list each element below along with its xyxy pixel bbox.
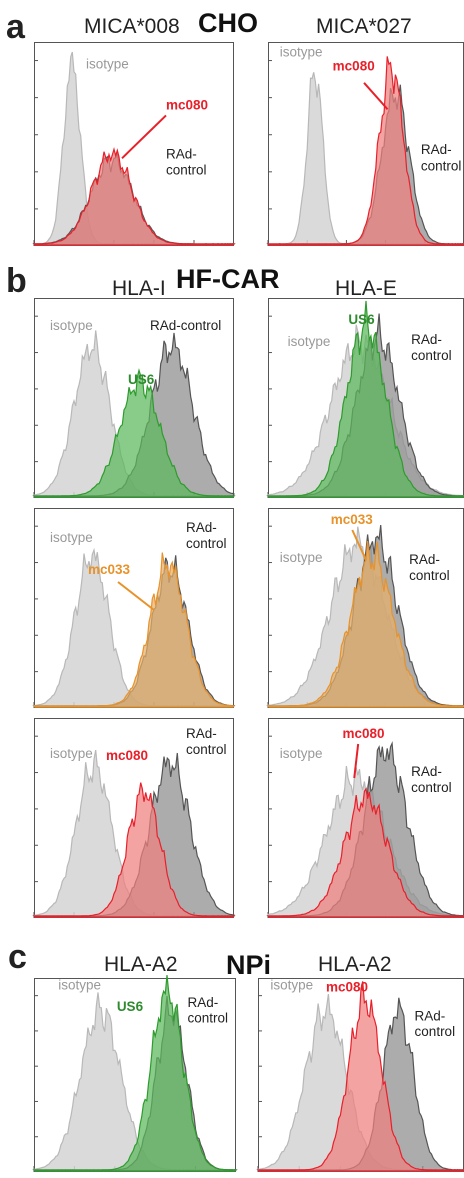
histogram-mc080 xyxy=(32,146,236,246)
series-label: control xyxy=(188,1011,229,1026)
series-label: mc080 xyxy=(333,59,375,74)
histogram-hla-i-us6: isotype RAd-control US6 xyxy=(32,298,236,498)
histogram-mc080 xyxy=(266,787,464,918)
leader-line xyxy=(117,581,155,611)
series-label: control xyxy=(409,568,450,583)
series-label: RAd- xyxy=(421,142,452,157)
series-label: RAd- xyxy=(188,995,219,1010)
series-label: RAd- xyxy=(409,552,440,567)
series-label: isotype xyxy=(50,318,93,333)
panel-letter-b: b xyxy=(6,262,27,300)
series-label: isotype xyxy=(270,978,313,993)
histogram-hla-e-mc080: isotype mc080 RAd-control xyxy=(266,718,464,918)
series-label: isotype xyxy=(58,978,101,993)
histogram-hla-i-mc080: isotype mc080 RAd-control xyxy=(32,718,236,918)
leader-line xyxy=(351,529,367,561)
histogram-mc080 xyxy=(266,56,464,246)
series-label: isotype xyxy=(280,746,323,761)
histogram-hla-e-us6: isotype US6 RAd-control xyxy=(266,298,464,498)
series-label: US6 xyxy=(348,312,375,327)
series-label: RAd- xyxy=(186,726,217,741)
series-label: US6 xyxy=(128,372,155,387)
series-label: isotype xyxy=(280,44,323,59)
series-label: RAd- xyxy=(415,1009,446,1024)
histogram-us6 xyxy=(266,300,464,498)
leader-line xyxy=(363,82,389,110)
histogram-mica-008: isotype mc080 RAd-control xyxy=(32,42,236,246)
histogram-hla-a2-us6: isotype US6 RAd-control xyxy=(32,974,238,1172)
series-label: mc080 xyxy=(326,980,368,995)
series-label: mc033 xyxy=(88,562,131,577)
series-label: isotype xyxy=(86,57,129,72)
series-label: isotype xyxy=(288,334,331,349)
column-title-hla-i: HLA-I xyxy=(112,277,166,300)
panel-letter-a: a xyxy=(6,8,25,46)
leader-line xyxy=(121,114,167,159)
column-title-mica-027: MICA*027 xyxy=(316,15,412,38)
column-title-hla-e: HLA-E xyxy=(335,277,397,300)
histogram-mc080 xyxy=(256,981,464,1172)
series-label: isotype xyxy=(50,530,93,545)
panel-letter-c: c xyxy=(8,938,27,976)
series-label: mc033 xyxy=(331,512,374,527)
histogram-us6 xyxy=(32,368,236,498)
section-title-npi: NPi xyxy=(226,950,272,980)
series-label: RAd- xyxy=(166,146,197,161)
histogram-mc033 xyxy=(32,552,236,708)
series-label: RAd-control xyxy=(150,318,221,333)
section-title-cho: CHO xyxy=(198,8,258,38)
histogram-mc080 xyxy=(32,782,236,918)
series-label: RAd- xyxy=(186,520,217,535)
series-label: isotype xyxy=(50,746,93,761)
column-title-mica-008: MICA*008 xyxy=(84,15,180,38)
histogram-us6 xyxy=(32,974,238,1172)
series-label: RAd- xyxy=(411,332,442,347)
leader-line xyxy=(353,743,360,779)
series-label: control xyxy=(186,742,227,757)
series-label: control xyxy=(411,780,452,795)
series-label: control xyxy=(415,1024,456,1039)
series-label: isotype xyxy=(280,550,323,565)
column-title-hla-a2-right: HLA-A2 xyxy=(318,953,392,976)
histogram-mc033 xyxy=(266,540,464,708)
series-label: US6 xyxy=(117,999,144,1014)
histogram-mica-027: isotype mc080 RAd-control xyxy=(266,42,464,246)
series-label: mc080 xyxy=(166,97,208,112)
histogram-hla-e-mc033: isotype mc033 RAd-control xyxy=(266,508,464,708)
section-title-hf-car: HF-CAR xyxy=(176,264,280,294)
series-label: RAd- xyxy=(411,764,442,779)
column-title-hla-a2-left: HLA-A2 xyxy=(104,953,178,976)
histogram-hla-i-mc033: isotype mc033 RAd-control xyxy=(32,508,236,708)
series-label: control xyxy=(166,163,207,178)
series-label: control xyxy=(421,159,462,174)
series-label: mc080 xyxy=(342,726,384,741)
series-label: control xyxy=(186,536,227,551)
histogram-hla-a2-mc080: isotype mc080 RAd-control xyxy=(256,978,464,1172)
series-label: mc080 xyxy=(106,748,148,763)
series-label: control xyxy=(411,348,452,363)
